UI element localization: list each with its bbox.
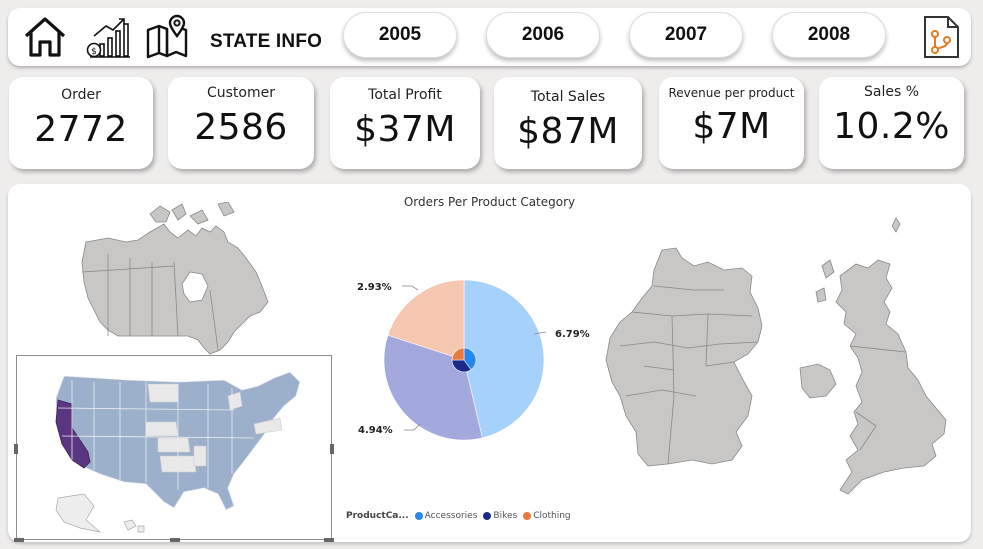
kpi-card-total-sales: Total Sales $87M xyxy=(494,77,642,169)
resize-handle[interactable] xyxy=(14,444,18,454)
pie-inner-slice-clothing[interactable] xyxy=(451,347,465,361)
pie-outer-ring xyxy=(383,279,545,441)
kpi-card-order: Order 2772 xyxy=(9,77,153,169)
usa-map[interactable] xyxy=(28,370,308,538)
top-navigation-bar: $ STATE INFO 2005 2006 2007 2008 xyxy=(8,8,971,66)
kpi-label: Revenue per product xyxy=(668,86,795,100)
map-pin-icon[interactable] xyxy=(144,14,190,60)
svg-text:$: $ xyxy=(91,47,97,57)
legend-label: Accessories xyxy=(424,511,478,521)
kpi-value: 10.2% xyxy=(833,106,950,147)
kpi-value: $87M xyxy=(517,111,619,152)
legend-item-clothing[interactable]: Clothing xyxy=(523,511,571,521)
kpi-label: Total Profit xyxy=(368,87,442,103)
us-map-selection-frame[interactable] xyxy=(14,355,334,542)
kpi-value: 2586 xyxy=(194,107,288,148)
sales-chart-icon[interactable]: $ xyxy=(86,14,132,60)
resize-handle[interactable] xyxy=(14,538,24,542)
year-button-2005[interactable]: 2005 xyxy=(343,12,457,58)
kpi-value: $7M xyxy=(692,106,771,147)
kpi-label: Total Sales xyxy=(530,89,606,105)
legend-label: Clothing xyxy=(533,511,571,521)
canada-map[interactable] xyxy=(78,202,278,362)
pie-label-leader-lines xyxy=(402,285,547,431)
kpi-value: 2772 xyxy=(34,109,128,150)
resize-handle[interactable] xyxy=(170,538,180,542)
year-button-2008[interactable]: 2008 xyxy=(772,12,886,58)
kpi-card-customer: Customer 2586 xyxy=(168,77,314,169)
legend-label: Bikes xyxy=(493,511,518,521)
pie-slice-clothing[interactable] xyxy=(387,279,465,361)
report-file-icon[interactable] xyxy=(920,14,962,60)
home-icon[interactable] xyxy=(22,14,68,60)
pie-inner-ring xyxy=(451,347,477,373)
pie-legend: ProductCa... Accessories Bikes Clothing xyxy=(346,511,573,521)
chart-title: Orders Per Product Category xyxy=(403,195,576,209)
state-info-label: STATE INFO xyxy=(210,31,323,52)
legend-dot xyxy=(483,512,492,520)
year-button-2006[interactable]: 2006 xyxy=(486,12,600,58)
kpi-card-total-profit: Total Profit $37M xyxy=(330,77,480,169)
resize-handle[interactable] xyxy=(324,538,334,542)
kpi-card-revenue-per-product: Revenue per product $7M xyxy=(659,77,804,169)
year-button-2007[interactable]: 2007 xyxy=(629,12,743,58)
pie-slice-accessories[interactable] xyxy=(463,279,545,439)
kpi-label: Customer xyxy=(206,85,275,101)
uk-map[interactable] xyxy=(796,216,956,506)
germany-map[interactable] xyxy=(602,246,782,472)
resize-handle[interactable] xyxy=(330,444,334,454)
kpi-label: Sales % xyxy=(863,84,919,100)
pie-slice-label-bikes: 4.94% xyxy=(358,425,393,436)
orders-per-category-pie-chart[interactable] xyxy=(368,270,548,450)
legend-item-bikes[interactable]: Bikes xyxy=(483,511,517,521)
pie-inner-slice-bikes[interactable] xyxy=(451,359,472,373)
pie-inner-slice-accessories[interactable] xyxy=(463,347,477,371)
main-visual-panel: Orders Per Product Category xyxy=(8,184,971,542)
legend-item-accessories[interactable]: Accessories xyxy=(414,511,478,521)
legend-dot xyxy=(523,512,532,520)
kpi-label: Order xyxy=(61,87,101,103)
kpi-value: $37M xyxy=(354,109,456,150)
kpi-card-sales-percent: Sales % 10.2% xyxy=(819,77,964,169)
pie-slice-label-accessories: 6.79% xyxy=(555,329,590,340)
pie-slice-label-clothing: 2.93% xyxy=(357,282,392,293)
legend-title: ProductCa... xyxy=(346,511,409,521)
legend-dot xyxy=(414,512,423,520)
